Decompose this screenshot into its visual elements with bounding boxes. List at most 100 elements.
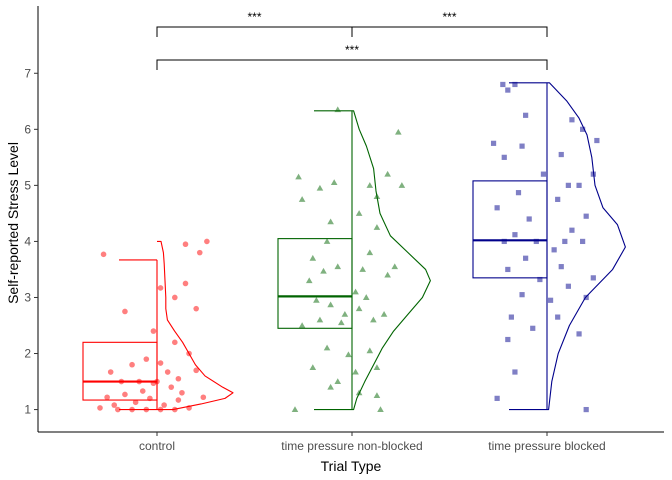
data-point [569, 227, 575, 233]
data-point [500, 81, 506, 88]
data-point [323, 238, 331, 244]
y-tick-label: 3 [24, 290, 31, 304]
data-point [200, 394, 207, 401]
data-point [168, 384, 175, 390]
data-point [366, 182, 374, 188]
data-point [157, 360, 164, 366]
data-point [526, 216, 532, 222]
data-point [366, 249, 374, 256]
y-tick-label: 6 [24, 122, 31, 136]
x-tick-label: time pressure non-blocked [281, 439, 422, 453]
data-point [391, 263, 399, 270]
data-point [501, 154, 507, 160]
density-cloud [352, 110, 431, 411]
data-point [186, 405, 192, 411]
data-point [551, 247, 557, 253]
y-tick-label: 7 [24, 66, 31, 80]
data-point [136, 378, 142, 385]
data-point [555, 196, 561, 202]
significance-label: *** [345, 43, 359, 57]
data-point [380, 310, 388, 317]
data-point [143, 356, 150, 362]
significance-bracket [156, 59, 548, 70]
data-point [533, 238, 539, 245]
data-point [523, 255, 529, 261]
data-point [175, 375, 182, 382]
density-cloud [547, 82, 626, 411]
data-point [298, 196, 306, 202]
data-point [359, 266, 366, 272]
data-point [291, 406, 299, 413]
data-point [100, 251, 107, 258]
data-point [316, 184, 324, 191]
significance-bracket [351, 26, 548, 37]
data-point [132, 399, 139, 406]
data-point [565, 182, 571, 188]
data-point [157, 406, 164, 413]
data-point [501, 238, 507, 245]
data-point [384, 271, 391, 278]
data-point [508, 314, 514, 320]
data-point [196, 249, 203, 256]
data-point [398, 182, 406, 188]
data-point [122, 308, 128, 315]
data-point [377, 406, 384, 413]
data-point [515, 190, 522, 196]
data-point [373, 392, 381, 399]
data-point [590, 171, 596, 177]
data-point [193, 305, 199, 312]
data-point [295, 173, 302, 180]
data-point [569, 117, 575, 123]
data-point [129, 406, 135, 413]
data-point [111, 402, 118, 408]
data-point [352, 288, 359, 295]
data-point [309, 364, 317, 371]
y-tick-label: 5 [24, 178, 31, 192]
data-point [309, 254, 317, 261]
data-point [530, 325, 536, 331]
data-point [583, 406, 589, 413]
data-point [355, 210, 363, 216]
x-tick-label: control [139, 439, 175, 453]
data-point [594, 137, 600, 144]
data-point [352, 368, 359, 375]
data-point [330, 179, 338, 186]
y-tick-label: 1 [24, 403, 31, 417]
data-point [505, 266, 511, 273]
data-point [327, 301, 334, 308]
data-point [143, 406, 150, 413]
data-point [204, 238, 210, 245]
data-point [323, 344, 331, 351]
y-axis-ticks: 1 2 3 4 5 6 7 [24, 66, 38, 417]
data-point [115, 406, 121, 413]
x-tick-label: time pressure blocked [488, 439, 605, 453]
data-point [97, 405, 103, 411]
data-point [370, 316, 377, 323]
data-point [107, 369, 114, 375]
density-cloud [157, 240, 234, 411]
data-point [384, 170, 391, 177]
y-tick-label: 4 [24, 234, 31, 248]
data-point [519, 292, 525, 298]
data-point [161, 402, 167, 408]
data-point [505, 87, 511, 93]
data-point [373, 224, 381, 230]
significance-brackets: *** *** *** [156, 10, 548, 70]
data-point [565, 283, 571, 289]
data-point [490, 140, 497, 146]
data-point [154, 378, 160, 385]
data-point [512, 232, 518, 238]
data-point [373, 193, 381, 200]
data-point [139, 388, 146, 394]
data-point [147, 395, 153, 402]
data-point [366, 347, 374, 354]
data-point [175, 397, 182, 403]
data-point [547, 297, 554, 303]
data-point [104, 394, 110, 401]
jittered-points [97, 81, 600, 413]
data-point [172, 406, 178, 413]
data-point [193, 367, 199, 374]
data-point [320, 267, 327, 274]
data-point [583, 294, 589, 301]
